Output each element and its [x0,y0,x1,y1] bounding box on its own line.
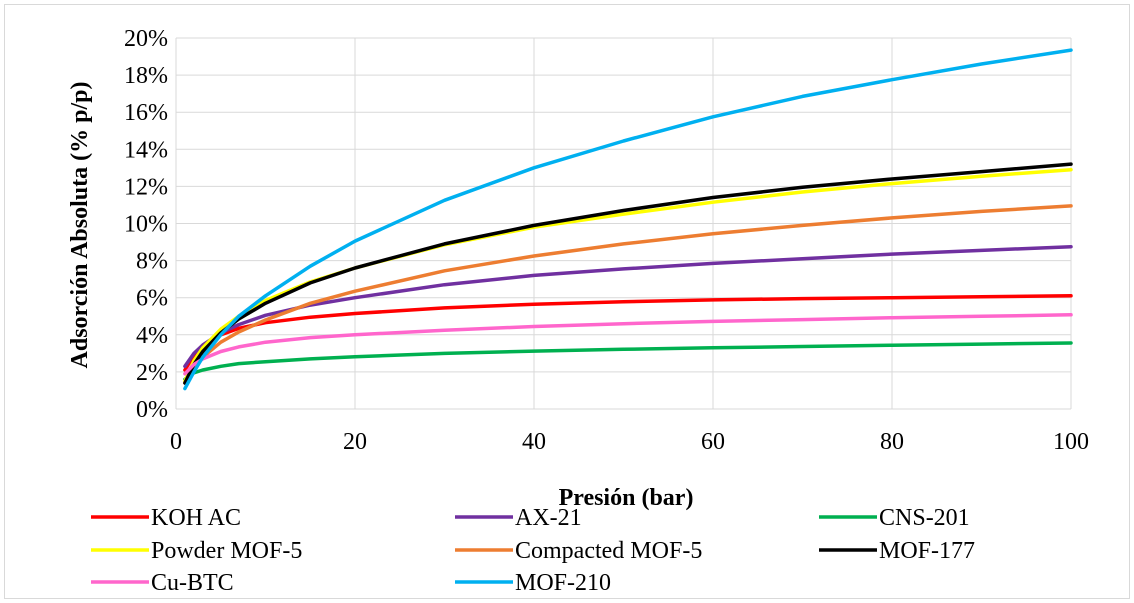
grid [175,37,1072,410]
legend-label-cu-btc: Cu-BTC [151,570,234,596]
legend-label-cns-201: CNS-201 [879,505,970,531]
series-line-compacted-mof-5 [183,204,1073,385]
y-tick-label: 16% [124,100,168,126]
series-line-mof-210 [183,48,1073,391]
chart-svg: 0% 2% 4% 6% 8% 10% 12% 14% 16% 18% 20% 0 20 40 60 80 100… [67,26,1089,596]
x-tick-label: 80 [880,429,904,455]
series-group [183,48,1073,391]
y-tick-label: 18% [124,63,168,89]
x-tick-label: 20 [343,429,367,455]
legend-label-mof-177: MOF-177 [879,538,975,564]
y-tick-label: 8% [136,249,168,275]
y-tick-label: 4% [136,323,168,349]
legend-label-compacted-mof-5: Compacted MOF-5 [515,538,702,564]
legend-label-powder-mof-5: Powder MOF-5 [151,538,302,564]
y-tick-label: 20% [124,26,168,52]
y-tick-label: 6% [136,286,168,312]
y-tick-label: 12% [124,174,168,200]
legend: KOH AC AX-21 CNS-201 Powder MOF-5 Compacted … [91,505,975,596]
legend-label-koh-ac: KOH AC [151,505,241,531]
ticks: 0% 2% 4% 6% 8% 10% 12% 14% 16% 18% 20% 0 20 40 60 80 100 [124,26,1089,455]
legend-label-mof-210: MOF-210 [515,570,611,596]
chart-frame: 0% 2% 4% 6% 8% 10% 12% 14% 16% 18% 20% 0 20 40 60 80 100… [4,4,1130,599]
y-axis-title: Adsorción Absoluta (% p/p) [67,82,93,369]
series-line-cns-201 [183,341,1073,382]
x-tick-label: 40 [522,429,546,455]
series-line-mof-177 [183,162,1073,385]
y-tick-label: 14% [124,137,168,163]
y-tick-label: 2% [136,360,168,386]
x-tick-label: 0 [170,429,182,455]
legend-label-ax-21: AX-21 [515,505,582,531]
x-tick-label: 100 [1053,429,1089,455]
y-tick-label: 10% [124,212,168,238]
x-axis-title: Presión (bar) [559,485,694,511]
x-tick-label: 60 [701,429,725,455]
series-line-cu-btc [183,313,1073,376]
y-tick-label: 0% [136,397,168,423]
